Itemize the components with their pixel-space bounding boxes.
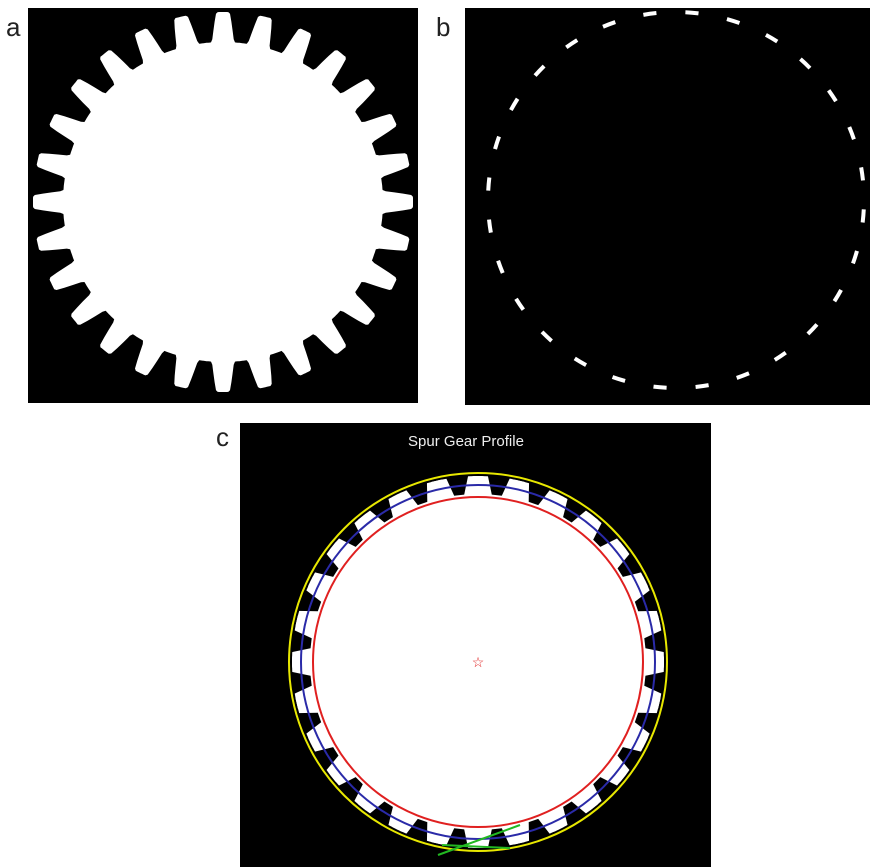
edge-dash xyxy=(861,167,863,180)
panel-title: Spur Gear Profile xyxy=(408,433,524,450)
edge-dash xyxy=(863,209,864,222)
edge-dash xyxy=(696,385,709,387)
panel-label: a xyxy=(6,12,21,42)
edge-dash xyxy=(643,13,656,15)
edge-dash xyxy=(685,12,698,13)
edge-dash xyxy=(489,220,491,233)
panel-label: c xyxy=(216,422,229,452)
edge-dash xyxy=(488,177,489,190)
edge-dash xyxy=(653,387,666,388)
center-star: ☆ xyxy=(472,654,485,670)
panel-label: b xyxy=(436,12,450,42)
figure: ☆ a b c Spur Gear Profile xyxy=(0,0,873,867)
